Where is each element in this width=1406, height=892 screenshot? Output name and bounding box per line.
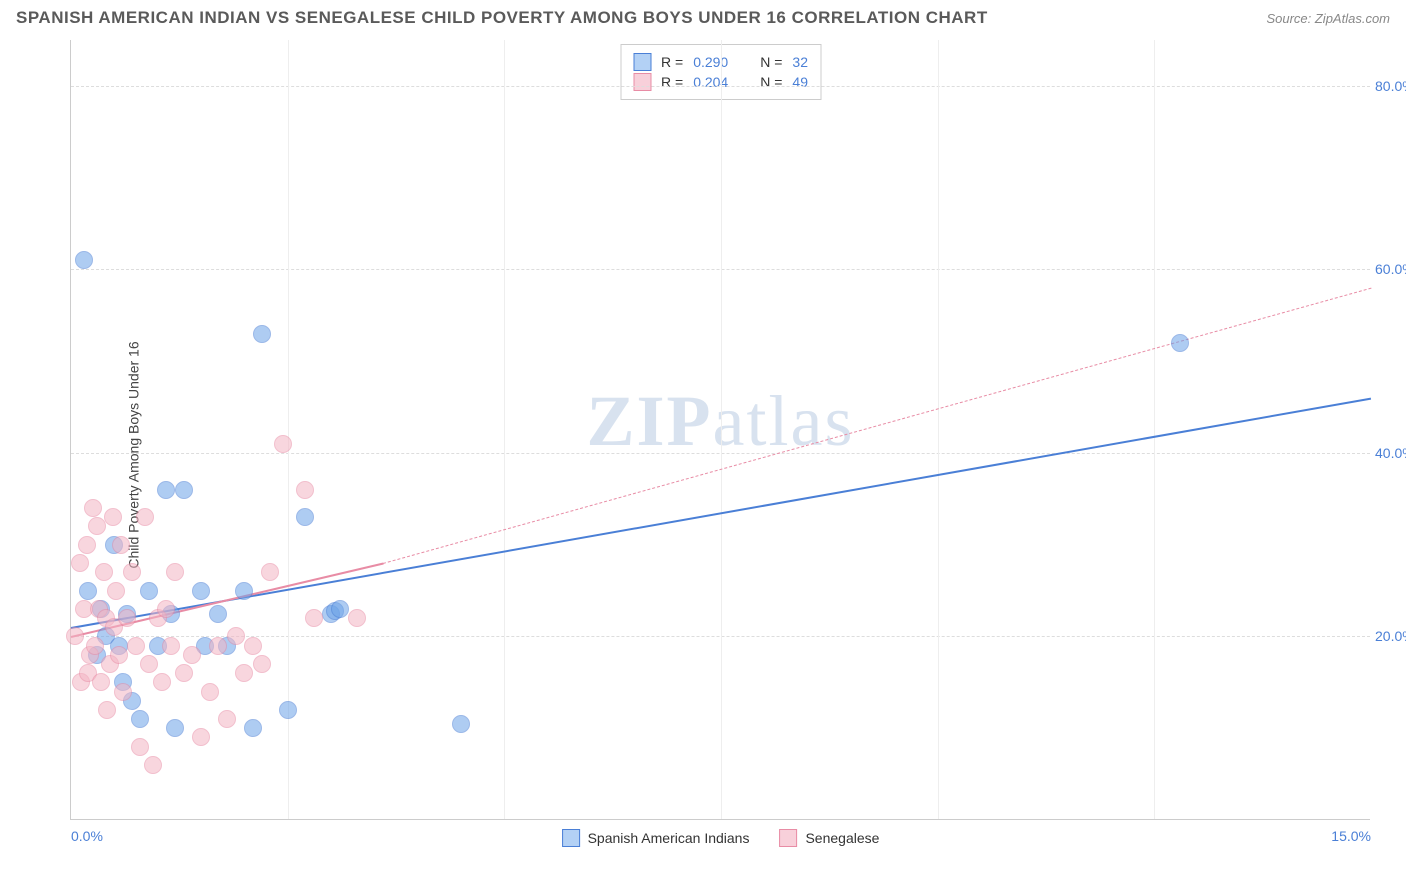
n-label: N = (760, 74, 782, 90)
legend-item: Spanish American Indians (562, 829, 750, 847)
data-point (305, 609, 323, 627)
gridline-v (721, 40, 722, 819)
data-point (331, 600, 349, 618)
series-legend: Spanish American Indians Senegalese (562, 829, 880, 847)
r-value: 0.290 (693, 54, 728, 70)
legend-swatch (779, 829, 797, 847)
data-point (279, 701, 297, 719)
gridline-v (1154, 40, 1155, 819)
data-point (140, 655, 158, 673)
data-point (175, 664, 193, 682)
y-tick-label: 20.0% (1375, 628, 1406, 644)
n-value: 49 (792, 74, 808, 90)
data-point (75, 251, 93, 269)
data-point (92, 673, 110, 691)
trendline (383, 288, 1371, 564)
data-point (131, 738, 149, 756)
legend-label: Senegalese (805, 830, 879, 846)
data-point (157, 481, 175, 499)
legend-label: Spanish American Indians (588, 830, 750, 846)
chart-container: Child Poverty Among Boys Under 16 ZIPatl… (50, 40, 1390, 870)
data-point (175, 481, 193, 499)
data-point (84, 499, 102, 517)
legend-swatch (633, 53, 651, 71)
r-value: 0.204 (693, 74, 728, 90)
gridline-v (504, 40, 505, 819)
data-point (127, 637, 145, 655)
data-point (136, 508, 154, 526)
data-point (153, 673, 171, 691)
data-point (110, 646, 128, 664)
data-point (162, 637, 180, 655)
data-point (95, 563, 113, 581)
data-point (123, 563, 141, 581)
y-tick-label: 80.0% (1375, 78, 1406, 94)
data-point (218, 710, 236, 728)
data-point (131, 710, 149, 728)
data-point (71, 554, 89, 572)
legend-swatch (562, 829, 580, 847)
data-point (452, 715, 470, 733)
legend-swatch (633, 73, 651, 91)
data-point (192, 728, 210, 746)
data-point (118, 609, 136, 627)
data-point (253, 325, 271, 343)
n-value: 32 (792, 54, 808, 70)
chart-title: SPANISH AMERICAN INDIAN VS SENEGALESE CH… (16, 8, 988, 28)
data-point (79, 582, 97, 600)
y-tick-label: 60.0% (1375, 261, 1406, 277)
data-point (209, 637, 227, 655)
data-point (114, 683, 132, 701)
x-tick-label: 15.0% (1331, 828, 1371, 844)
data-point (244, 719, 262, 737)
gridline-v (938, 40, 939, 819)
x-tick-label: 0.0% (71, 828, 103, 844)
data-point (235, 664, 253, 682)
data-point (166, 563, 184, 581)
data-point (348, 609, 366, 627)
data-point (274, 435, 292, 453)
data-point (235, 582, 253, 600)
data-point (144, 756, 162, 774)
data-point (296, 481, 314, 499)
data-point (227, 627, 245, 645)
data-point (86, 637, 104, 655)
legend-item: Senegalese (779, 829, 879, 847)
data-point (296, 508, 314, 526)
y-tick-label: 40.0% (1375, 445, 1406, 461)
r-label: R = (661, 74, 683, 90)
n-label: N = (760, 54, 782, 70)
data-point (104, 508, 122, 526)
data-point (253, 655, 271, 673)
data-point (66, 627, 84, 645)
data-point (157, 600, 175, 618)
data-point (1171, 334, 1189, 352)
data-point (140, 582, 158, 600)
data-point (112, 536, 130, 554)
data-point (98, 701, 116, 719)
data-point (166, 719, 184, 737)
header: SPANISH AMERICAN INDIAN VS SENEGALESE CH… (0, 0, 1406, 40)
data-point (183, 646, 201, 664)
data-point (261, 563, 279, 581)
data-point (209, 605, 227, 623)
plot-area: ZIPatlas R =0.290N =32R =0.204N =49 Span… (70, 40, 1370, 820)
data-point (78, 536, 96, 554)
data-point (107, 582, 125, 600)
source-attribution: Source: ZipAtlas.com (1266, 11, 1390, 26)
data-point (244, 637, 262, 655)
data-point (201, 683, 219, 701)
r-label: R = (661, 54, 683, 70)
data-point (192, 582, 210, 600)
